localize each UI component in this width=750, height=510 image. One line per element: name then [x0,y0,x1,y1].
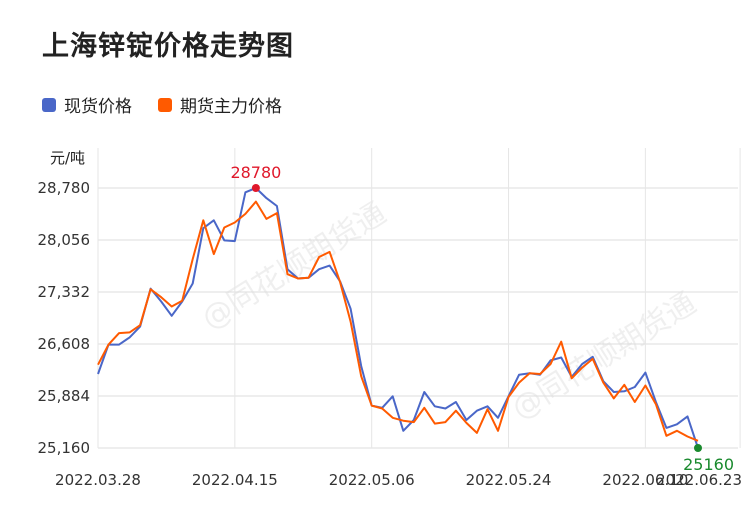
y-axis-unit: 元/吨 [50,149,86,167]
legend: 现货价格 期货主力价格 [42,92,282,117]
x-tick-label: 2022.06.23 [656,471,742,489]
series-lines [97,187,699,449]
max-label: 28780 [230,163,281,182]
x-tick-label: 2022.06.10 [602,471,688,489]
series-line-spot [97,187,699,449]
y-tick-label: 25,884 [38,387,91,405]
y-axis-ticks: 28,780 28,056 27,332 26,608 25,884 25,160 [38,179,91,457]
x-tick-label: 2022.05.06 [329,471,415,489]
legend-label-futures: 期货主力价格 [180,97,282,117]
y-tick-label: 25,160 [38,439,91,457]
y-tick-label: 28,056 [38,231,91,249]
chart-title: 上海锌锭价格走势图 [42,31,294,62]
legend-label-spot: 现货价格 [64,97,132,117]
y-tick-label: 27,332 [38,283,91,301]
y-tick-label: 26,608 [38,335,91,353]
y-tick-label: 28,780 [38,179,91,197]
watermark-1: @同花顺期货通 [196,196,393,337]
legend-swatch-futures [158,97,172,112]
legend-item-futures[interactable]: 期货主力价格 [158,92,282,117]
legend-swatch-spot [42,97,56,112]
legend-item-spot[interactable]: 现货价格 [42,92,132,117]
x-axis-ticks: 2022.03.28 2022.04.15 2022.05.06 2022.05.24… [55,471,742,489]
max-marker [251,184,260,192]
series-line-futures [97,200,699,442]
x-tick-label: 2022.04.15 [192,471,278,489]
annotations: 28780 25160 [230,163,734,474]
watermark-2: @同花顺期货通 [506,286,703,427]
x-tick-label: 2022.03.28 [55,471,141,489]
min-marker [694,444,702,452]
gridlines [97,148,741,449]
min-label: 25160 [683,455,734,474]
x-tick-label: 2022.05.24 [466,471,552,489]
